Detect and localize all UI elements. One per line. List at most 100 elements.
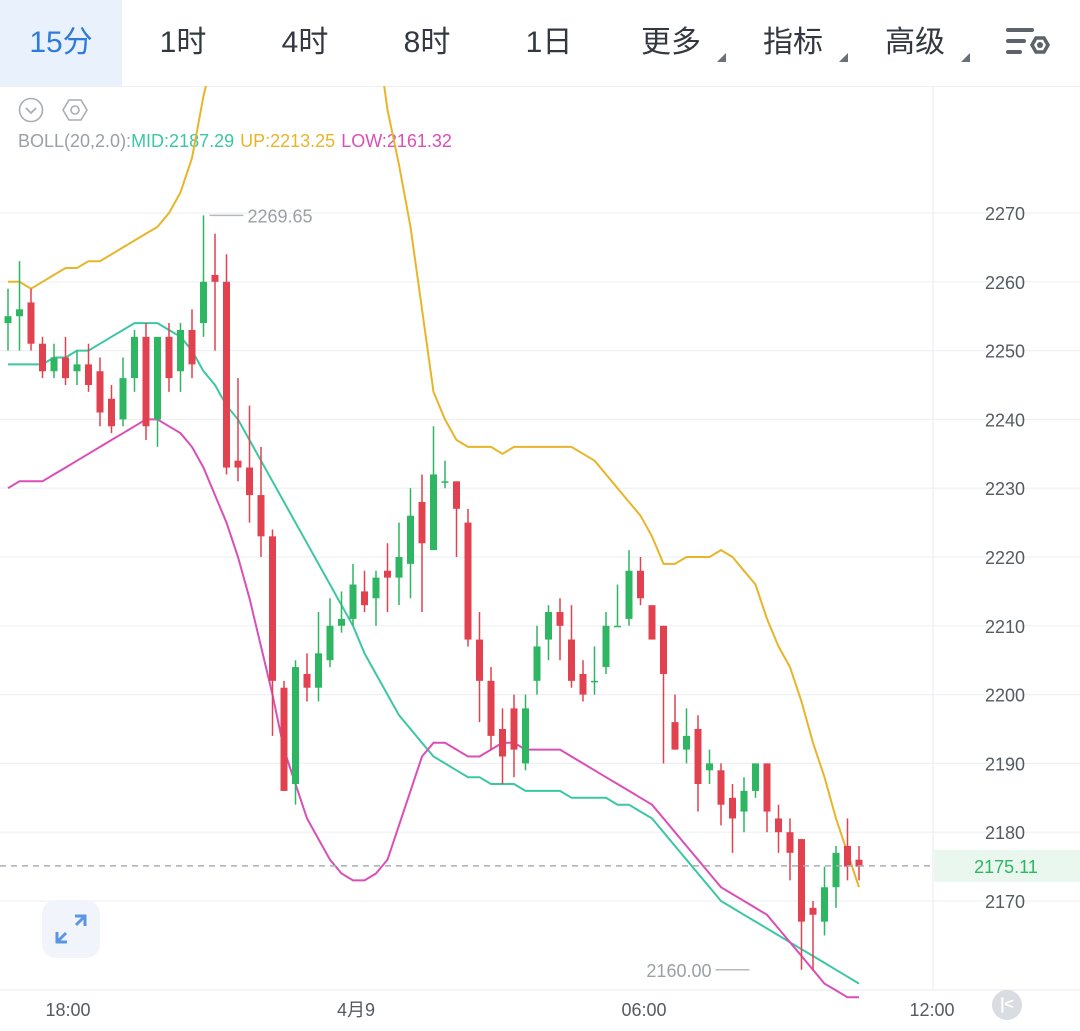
- candle: [775, 804, 782, 853]
- candle-body: [292, 667, 299, 785]
- candle: [694, 715, 702, 812]
- candle: [499, 708, 506, 785]
- candle-body: [809, 907, 817, 915]
- candle: [510, 694, 518, 778]
- candle: [487, 667, 495, 750]
- price-tick-label: 2200: [985, 686, 1025, 706]
- price-axis: 2170 2180 2190 2200 2210 2220 2230 2240 2250 2260…: [985, 204, 1025, 912]
- candle: [119, 357, 127, 427]
- candle-body: [338, 618, 345, 626]
- candle: [165, 323, 173, 392]
- candles: [4, 215, 863, 970]
- candle: [39, 336, 46, 379]
- candle-body: [96, 371, 104, 413]
- candle: [614, 584, 621, 628]
- candle-body: [211, 274, 219, 282]
- candle-body: [234, 460, 242, 468]
- tab-1d[interactable]: 1日: [525, 26, 573, 59]
- candle: [798, 839, 805, 970]
- dropdown-triangle-icon: [961, 53, 970, 62]
- candle-body: [786, 832, 794, 853]
- candle: [234, 378, 242, 482]
- candle: [832, 845, 840, 908]
- candle: [717, 763, 725, 826]
- boll-mid-line: [8, 322, 860, 985]
- candle: [16, 261, 23, 351]
- current-price-label: 2175.11: [974, 857, 1038, 877]
- hexagon-settings-icon[interactable]: [62, 97, 88, 123]
- tab-1h[interactable]: 1时: [159, 26, 207, 59]
- candlestick-chart[interactable]: 2170 2180 2190 2200 2210 2220 2230 2240 2250 2260…: [0, 86, 1080, 1031]
- candle: [407, 488, 414, 599]
- candle: [418, 474, 426, 613]
- candle-body: [499, 729, 506, 757]
- boll-indicator-legend: BOLL(20,2.0):MID:2187.29 UP:2213.25 LOW:21…: [18, 131, 458, 152]
- candle-body: [775, 818, 782, 833]
- candle: [27, 288, 35, 351]
- expand-arrows-icon: [55, 914, 87, 944]
- price-tick-label: 2270: [985, 204, 1025, 224]
- candle: [545, 605, 552, 661]
- candle: [361, 570, 368, 613]
- candle: [671, 694, 679, 750]
- candle-body: [671, 722, 679, 750]
- candle: [683, 708, 690, 764]
- candle: [280, 680, 288, 791]
- tab-indicators-label: 指标: [763, 26, 823, 59]
- expand-chart-button[interactable]: [42, 900, 100, 958]
- candle-body: [361, 591, 368, 606]
- tab-more[interactable]: 更多: [610, 0, 732, 86]
- tab-15min[interactable]: 15分: [0, 0, 122, 86]
- k-jump-icon[interactable]: |<: [992, 990, 1022, 1020]
- candle-body: [637, 570, 644, 599]
- candle-body: [832, 852, 840, 888]
- candle: [533, 625, 541, 695]
- tab-8h[interactable]: 8时: [403, 26, 451, 59]
- candle-body: [464, 522, 472, 640]
- candle-body: [303, 673, 311, 688]
- current-price-line: 2175.11: [0, 849, 1080, 882]
- candle-body: [660, 625, 667, 674]
- candle-body: [223, 281, 230, 468]
- tab-4h[interactable]: 4时: [281, 26, 329, 59]
- candle-body: [384, 570, 391, 578]
- candle-body: [579, 673, 587, 695]
- candle-body: [349, 584, 357, 619]
- price-tick-label: 2250: [985, 342, 1025, 362]
- candle: [441, 460, 449, 489]
- chevron-down-icon[interactable]: [18, 97, 44, 123]
- candle: [855, 845, 863, 881]
- timeframe-tab-bar: 15分 1时 4时 8时 1日 更多 指标 高级: [0, 0, 1080, 87]
- candle: [740, 777, 748, 833]
- candle: [154, 336, 161, 447]
- price-tick-label: 2210: [985, 617, 1025, 637]
- boll-lower-line: [7, 418, 859, 999]
- candle-body: [522, 708, 529, 764]
- candle: [338, 591, 345, 633]
- price-tick-label: 2230: [985, 479, 1025, 499]
- candle: [223, 254, 230, 475]
- candle-body: [269, 536, 276, 681]
- tab-advanced[interactable]: 高级: [854, 0, 976, 86]
- candle-body: [591, 680, 598, 683]
- max-price-label: 2269.65: [248, 206, 313, 226]
- boll-mid-value: MID:2187.29: [131, 131, 235, 151]
- candle: [108, 385, 115, 434]
- candle: [85, 343, 92, 392]
- price-tick-label: 2190: [985, 754, 1025, 774]
- chart-settings-icon[interactable]: [1000, 22, 1052, 62]
- candle: [637, 557, 644, 606]
- candle: [326, 598, 334, 668]
- candle-body: [855, 859, 863, 867]
- candle: [73, 350, 81, 385]
- candle-body: [16, 309, 23, 317]
- candle: [763, 763, 771, 833]
- candle: [303, 653, 311, 702]
- candle: [269, 529, 276, 736]
- candle-body: [648, 605, 656, 640]
- candle-body: [85, 364, 92, 385]
- candle-body: [165, 336, 173, 379]
- candle-body: [372, 577, 380, 599]
- candle-body: [798, 839, 805, 922]
- tab-indicators[interactable]: 指标: [732, 0, 854, 86]
